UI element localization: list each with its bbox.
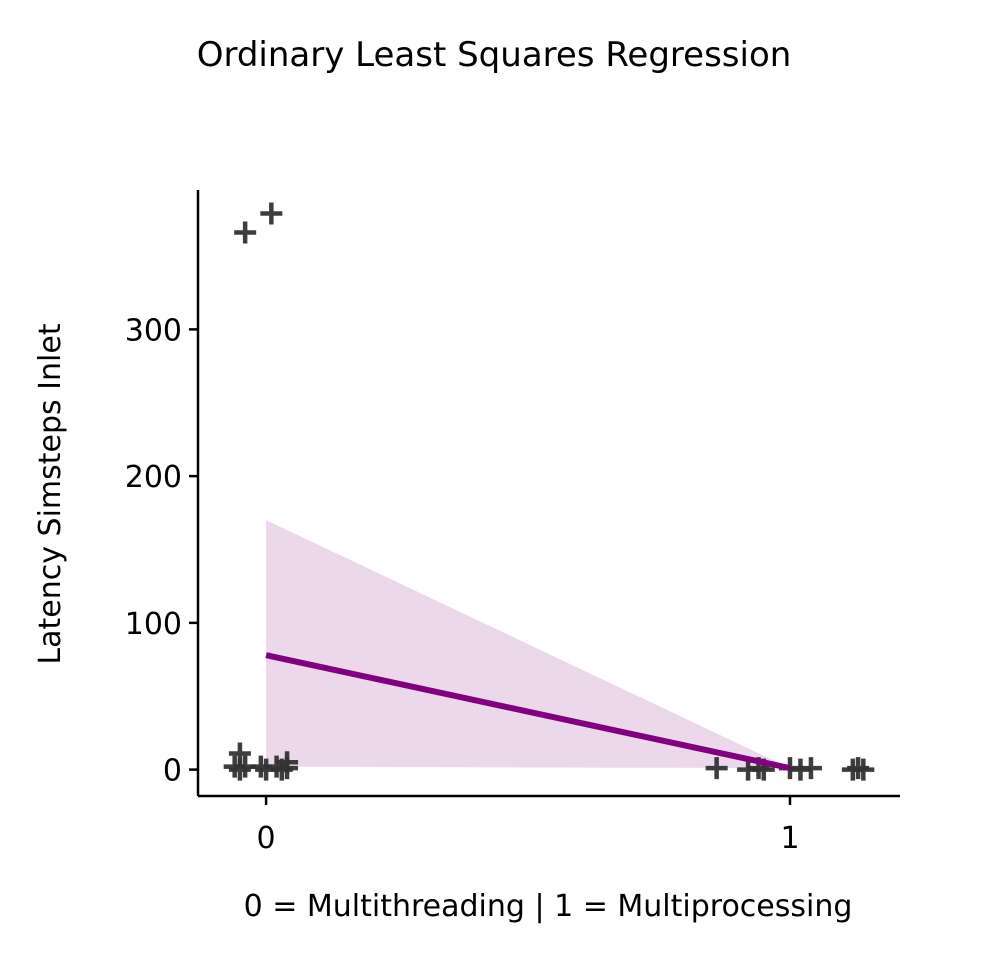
scatter-point: [705, 757, 728, 780]
x-tick-label: 0: [257, 821, 276, 856]
x-tick-label: 1: [780, 821, 799, 856]
y-tick-label: 100: [125, 607, 182, 642]
scatter-point: [234, 221, 257, 244]
scatter-point: [799, 757, 822, 780]
y-tick-label: 300: [125, 313, 182, 348]
x-axis-label: 0 = Multithreading | 1 = Multiprocessing: [244, 889, 853, 924]
scatter-point: [228, 742, 251, 765]
regression-line: [265, 652, 791, 772]
y-tick-label: 0: [163, 754, 182, 789]
plot-area: 0 100 200 300 0 1: [125, 190, 900, 856]
y-tick-label: 200: [125, 460, 182, 495]
scatter-point: [260, 202, 283, 225]
scatter-point: [276, 757, 299, 780]
chart-title: Ordinary Least Squares Regression: [197, 35, 792, 75]
y-axis-label: Latency Simsteps Inlet: [33, 323, 68, 664]
confidence-band: [266, 520, 790, 769]
scatter-point: [852, 758, 875, 781]
